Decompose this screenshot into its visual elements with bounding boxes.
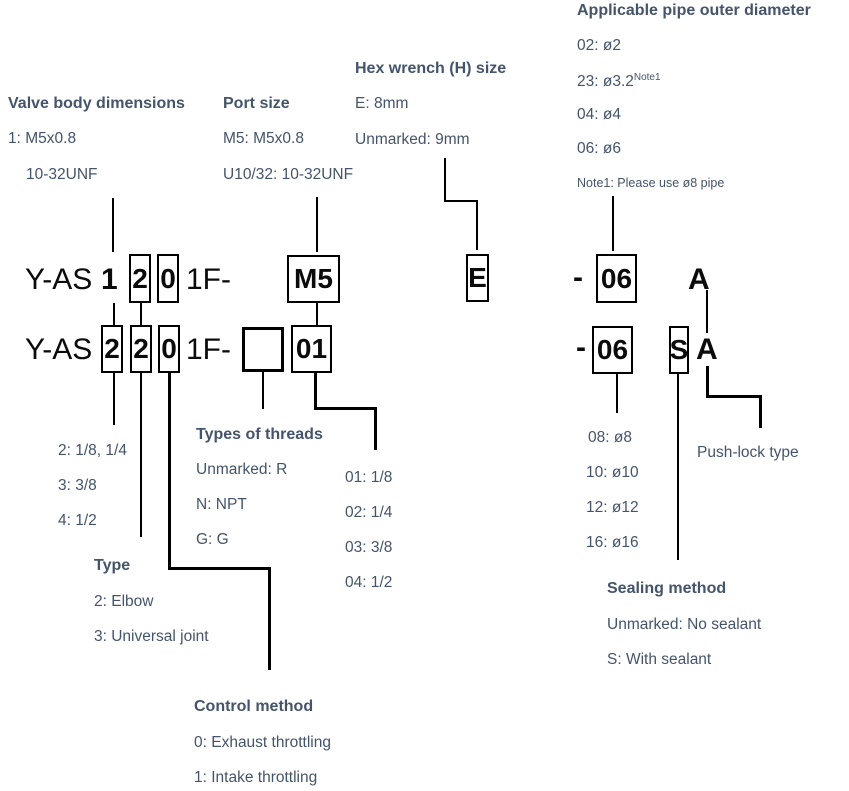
pipe-diameter-item: 02: ø2	[577, 37, 621, 54]
port-codes-connector-line	[374, 407, 377, 450]
row-link-line	[706, 290, 708, 333]
row1-suffix: 1F-	[186, 263, 231, 296]
row2-digit1-box: 2	[101, 325, 123, 373]
pipe-diameter-connector-line	[612, 196, 614, 251]
threads-title: Types of threads	[196, 426, 323, 443]
row2-pipe-diameter-box: 06	[592, 326, 633, 374]
row1-pipe-diameter-box: 06	[596, 254, 637, 303]
control-method-connector-line	[168, 567, 271, 570]
port-code-item: 02: 1/4	[345, 504, 393, 521]
pipe-diameter-item: 04: ø4	[577, 106, 621, 123]
threads-item: N: NPT	[196, 496, 247, 513]
pipe-codes-connector-line	[616, 372, 618, 413]
row1-prefix: Y-AS	[25, 263, 93, 296]
row1-push-lock-code: A	[688, 263, 710, 296]
row-link-line	[140, 303, 142, 325]
type-connector-line	[140, 372, 142, 537]
port-size-item: M5: M5x0.8	[223, 130, 304, 147]
type-title: Type	[94, 557, 131, 574]
hex-wrench-item: Unmarked: 9mm	[355, 131, 470, 148]
port-code-item: 03: 3/8	[345, 539, 393, 556]
row2-digit3-box: 0	[158, 325, 180, 373]
hex-wrench-item: E: 8mm	[355, 95, 409, 112]
hex-wrench-title: Hex wrench (H) size	[355, 60, 507, 77]
valve-body-size-item: 3: 3/8	[58, 477, 97, 494]
pipe-diameter-item: 06: ø6	[577, 140, 621, 157]
push-lock-connector-line	[759, 395, 762, 428]
port-codes-connector-line	[314, 407, 377, 410]
sealing-item: Unmarked: No sealant	[607, 616, 762, 633]
port-codes-connector-line	[314, 372, 317, 410]
valve-body-size-item: 4: 1/2	[58, 512, 97, 529]
threads-item: Unmarked: R	[196, 461, 288, 478]
valve-body-item: 1: M5x0.8	[8, 130, 77, 147]
sealing-item: S: With sealant	[607, 651, 712, 668]
row2-dash: -	[576, 331, 586, 364]
hex-wrench-connector-line	[476, 200, 478, 250]
control-method-item: 0: Exhaust throttling	[194, 734, 331, 751]
control-method-connector-line	[168, 372, 171, 570]
hex-wrench-connector-line	[444, 158, 446, 202]
note1-superscript: Note1	[633, 72, 661, 83]
push-lock-connector-line	[706, 366, 709, 398]
pipe-code-item: 10: ø10	[586, 464, 639, 481]
pipe-diameter-item: 23: ø3.2Note1	[577, 72, 661, 91]
row2-thread-type-box	[242, 327, 284, 372]
pipe-diameter-item-base: 23: ø3.2	[577, 73, 634, 91]
pipe-code-item: 16: ø16	[586, 534, 639, 551]
threads-item: G: G	[196, 531, 229, 548]
valve-body-size-item: 2: 1/8, 1/4	[58, 442, 127, 459]
pipe-diameter-note: Note1: Please use ø8 pipe	[577, 176, 725, 190]
row2-port-size-box: 01	[291, 325, 332, 373]
row2-digit2-box: 2	[130, 325, 152, 373]
sealing-title: Sealing method	[607, 580, 727, 597]
hex-wrench-connector-line	[444, 200, 478, 202]
control-method-connector-line	[268, 567, 271, 670]
row1-hex-wrench-box: E	[466, 254, 489, 302]
row-link-line	[113, 303, 115, 325]
port-size-item: U10/32: 10-32UNF	[223, 166, 354, 183]
threads-connector-line	[262, 372, 264, 409]
push-lock-label: Push-lock type	[697, 444, 799, 461]
row1-digit3-box: 0	[157, 254, 179, 303]
control-method-item: 1: Intake throttling	[194, 769, 318, 786]
control-method-title: Control method	[194, 698, 314, 715]
row2-suffix: 1F-	[186, 333, 231, 366]
port-size-connector-line	[316, 197, 318, 252]
type-item: 3: Universal joint	[94, 628, 209, 645]
row-link-line	[316, 303, 318, 325]
port-size-title: Port size	[223, 95, 290, 112]
row2-push-lock-code: A	[696, 333, 718, 366]
row1-digit1: 1	[101, 263, 118, 296]
port-code-item: 04: 1/2	[345, 574, 393, 591]
row1-port-size-box: M5	[287, 255, 340, 303]
type-item: 2: Elbow	[94, 593, 154, 610]
valve-body-sizes-connector-line	[113, 372, 115, 425]
push-lock-connector-line	[706, 395, 762, 398]
valve-body-dimensions-title: Valve body dimensions	[8, 95, 185, 112]
port-code-item: 01: 1/8	[345, 469, 393, 486]
row1-digit2-box: 2	[129, 254, 151, 303]
pipe-code-item: 08: ø8	[588, 429, 632, 446]
pipe-diameter-title: Applicable pipe outer diameter	[577, 2, 811, 19]
row2-prefix: Y-AS	[25, 333, 93, 366]
sealing-connector-line	[677, 372, 679, 560]
row1-dash: -	[573, 261, 583, 294]
row2-sealing-box: S	[669, 326, 689, 374]
valve-body-item: 10-32UNF	[26, 166, 98, 183]
pipe-code-item: 12: ø12	[586, 499, 639, 516]
valve-body-connector-line	[112, 198, 114, 252]
